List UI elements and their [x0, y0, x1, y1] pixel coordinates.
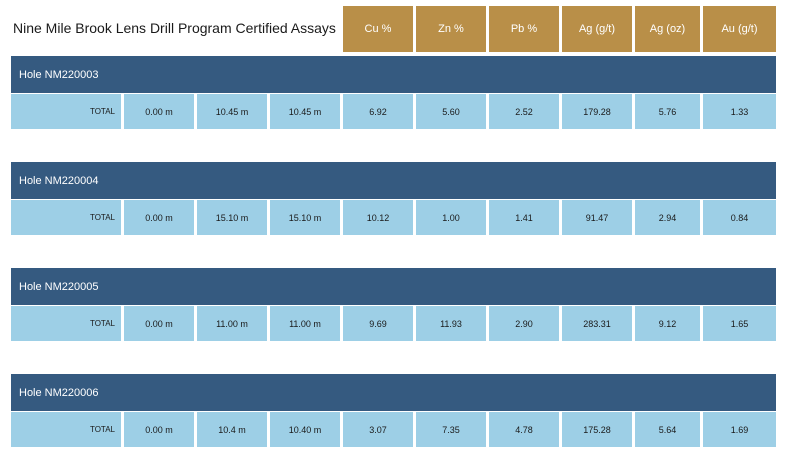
width-cell: 15.10 m: [270, 200, 340, 235]
au-cell: 1.69: [703, 412, 776, 447]
ag-gt-cell: 91.47: [562, 200, 632, 235]
hole-header: Hole NM220004: [11, 162, 776, 199]
page-title: Nine Mile Brook Lens Drill Program Certi…: [13, 20, 336, 36]
ag-oz-cell: 5.76: [635, 94, 700, 129]
zn-cell: 5.60: [416, 94, 486, 129]
width-cell: 10.40 m: [270, 412, 340, 447]
column-header-au: Au (g/t): [703, 6, 776, 52]
width-cell: 10.45 m: [270, 94, 340, 129]
zn-cell: 1.00: [416, 200, 486, 235]
column-header-zn: Zn %: [416, 6, 486, 52]
cu-cell: 9.69: [343, 306, 413, 341]
from-cell: 0.00 m: [124, 94, 194, 129]
to-cell: 11.00 m: [197, 306, 267, 341]
pb-cell: 1.41: [489, 200, 559, 235]
ag-gt-cell: 179.28: [562, 94, 632, 129]
row-label: TOTAL: [11, 306, 121, 341]
column-header-ag-gt: Ag (g/t): [562, 6, 632, 52]
ag-oz-cell: 9.12: [635, 306, 700, 341]
hole-header: Hole NM220006: [11, 374, 776, 411]
cu-cell: 3.07: [343, 412, 413, 447]
row-label: TOTAL: [11, 200, 121, 235]
au-cell: 1.33: [703, 94, 776, 129]
au-cell: 1.65: [703, 306, 776, 341]
au-cell: 0.84: [703, 200, 776, 235]
column-header-cu: Cu %: [343, 6, 413, 52]
row-label: TOTAL: [11, 94, 121, 129]
pb-cell: 4.78: [489, 412, 559, 447]
from-cell: 0.00 m: [124, 200, 194, 235]
ag-gt-cell: 175.28: [562, 412, 632, 447]
to-cell: 10.45 m: [197, 94, 267, 129]
cu-cell: 6.92: [343, 94, 413, 129]
from-cell: 0.00 m: [124, 306, 194, 341]
zn-cell: 11.93: [416, 306, 486, 341]
to-cell: 15.10 m: [197, 200, 267, 235]
ag-gt-cell: 283.31: [562, 306, 632, 341]
from-cell: 0.00 m: [124, 412, 194, 447]
column-header-pb: Pb %: [489, 6, 559, 52]
pb-cell: 2.52: [489, 94, 559, 129]
hole-header: Hole NM220003: [11, 56, 776, 93]
to-cell: 10.4 m: [197, 412, 267, 447]
zn-cell: 7.35: [416, 412, 486, 447]
pb-cell: 2.90: [489, 306, 559, 341]
hole-header: Hole NM220005: [11, 268, 776, 305]
width-cell: 11.00 m: [270, 306, 340, 341]
cu-cell: 10.12: [343, 200, 413, 235]
column-header-ag-oz: Ag (oz): [635, 6, 700, 52]
ag-oz-cell: 5.64: [635, 412, 700, 447]
ag-oz-cell: 2.94: [635, 200, 700, 235]
row-label: TOTAL: [11, 412, 121, 447]
